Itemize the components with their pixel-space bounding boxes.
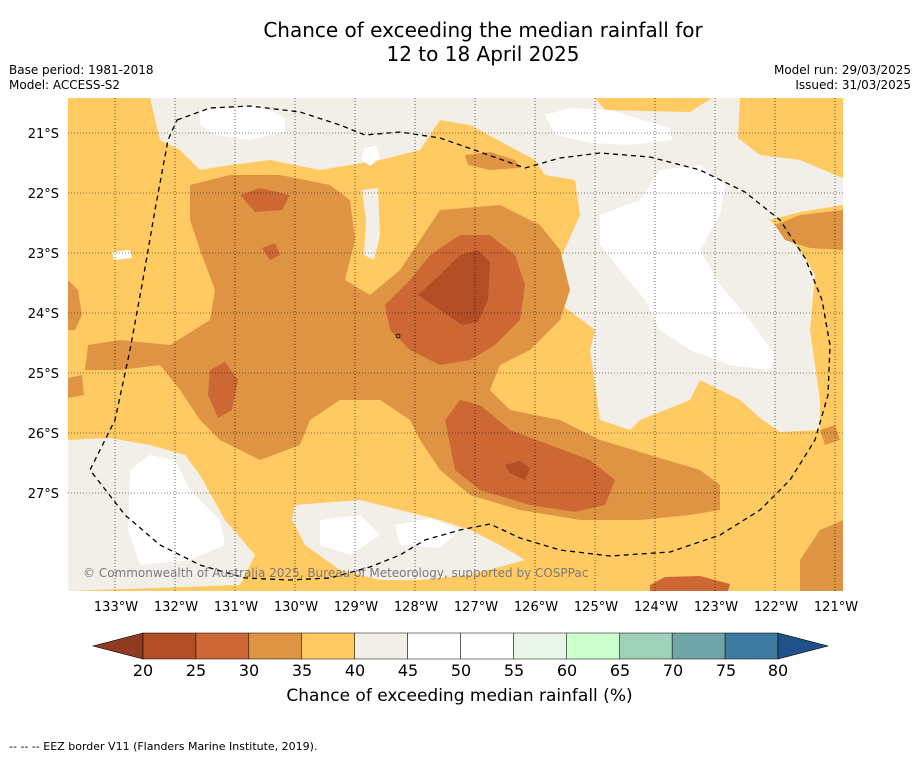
copyright-text: © Commonwealth of Australia 2025, Bureau… [83,566,588,580]
colorbar-ticks: 20 25 30 35 40 45 50 55 60 65 70 75 80 [133,661,788,680]
model-name: Model: ACCESS-S2 [9,78,121,92]
colorbar-segment [724,632,779,660]
field-30-35-west [68,280,82,330]
colorbar-tick: 30 [239,661,259,680]
lon-label: 129°W [334,600,378,615]
field-30-35-west2 [68,375,84,398]
field-25-30-w [208,362,238,418]
colorbar-segment [619,632,673,660]
lon-label: 130°W [274,600,318,615]
colorbar-tick: 25 [186,661,206,680]
title-line-2: 12 to 18 April 2025 [386,42,580,66]
lon-label: 125°W [574,600,618,615]
lon-label: 132°W [154,600,198,615]
lat-label: 22°S [28,187,59,202]
isolated-mark [395,333,401,339]
lat-label: 23°S [28,247,59,262]
colorbar-segment [566,632,620,660]
colorbar-tick: 20 [133,661,153,680]
field-30-35-ne [465,152,520,170]
lat-label: 27°S [28,487,59,502]
colorbar-tick: 65 [610,661,630,680]
lat-label: 25°S [28,367,59,382]
field-45-55-s2 [395,518,460,548]
lon-label: 122°W [754,600,798,615]
base-period: Base period: 1981-2018 [9,63,154,77]
field-20-25-south [505,461,530,480]
colorbar-tick: 55 [504,661,524,680]
lon-label: 127°W [454,600,498,615]
meta-left: Base period: 1981-2018 Model: ACCESS-S2 [9,63,154,93]
field-30-35-east [775,210,843,250]
field-25-30-se [650,576,730,591]
lon-label: 128°W [394,600,438,615]
colorbar-tick: 80 [768,661,788,680]
field-45-55-ne [600,165,775,370]
field-45-55-sw [128,455,225,565]
map-title: Chance of exceeding the median rainfall … [0,18,919,66]
colorbar-segment [248,632,302,660]
rainfall-field [68,98,843,591]
lon-label: 126°W [514,600,558,615]
colorbar-tick: 50 [451,661,471,680]
field-40-45-gap [362,188,380,260]
colorbar-segment [460,632,514,660]
eez-legend-text: -- -- -- EEZ border V11 (Flanders Marine… [9,740,318,753]
colorbar-tick: 60 [557,661,577,680]
colorbar-segment [195,632,250,660]
meta-right: Model run: 29/03/2025 Issued: 31/03/2025 [774,63,911,93]
field-30-35-central [85,175,720,520]
colorbar-label: Chance of exceeding median rainfall (%) [286,686,633,706]
colorbar-segment [407,632,461,660]
lat-label: 21°S [28,127,59,142]
lon-label: 131°W [214,600,258,615]
field-25-30-south [445,400,615,512]
colorbar-segment [671,632,726,660]
colorbar-tick: 35 [292,661,312,680]
colorbar-tick: 45 [398,661,418,680]
colorbar-extend-low [91,632,144,660]
lon-label: 133°W [94,600,138,615]
lon-label: 124°W [634,600,678,615]
colorbar-tick: 70 [663,661,683,680]
gridlines [68,98,843,591]
colorbar-segment [301,632,355,660]
colorbar [91,632,830,660]
field-40-45-west [68,450,82,478]
eez-border [89,105,831,581]
colorbar-tick: 75 [716,661,736,680]
field-25-30-n [240,188,290,212]
field-45-55-dot2 [112,250,132,260]
field-45-55-n2 [545,108,672,145]
issued-date: Issued: 31/03/2025 [795,78,911,92]
field-20-25-central [418,250,490,325]
lat-label: 26°S [28,427,59,442]
colorbar-segment [354,632,408,660]
field-45-55-dot [362,146,380,166]
latitude-labels: 21°S 22°S 23°S 24°S 25°S 26°S 27°S [28,127,59,502]
lon-label: 123°W [694,600,738,615]
field-45-55-s [320,515,380,555]
colorbar-segment [513,632,567,660]
field-45-55-n1 [200,105,285,140]
lat-label: 24°S [28,307,59,322]
colorbar-extend-high [777,632,830,660]
colorbar-segment [142,632,197,660]
field-25-30-n2 [262,243,280,260]
field-30-35-se [800,520,843,591]
model-run: Model run: 29/03/2025 [773,63,911,77]
lon-label: 121°W [814,600,858,615]
longitude-labels: 133°W 132°W 131°W 130°W 129°W 128°W 127°… [94,600,858,615]
colorbar-tick: 40 [345,661,365,680]
title-line-1: Chance of exceeding the median rainfall … [263,18,703,42]
